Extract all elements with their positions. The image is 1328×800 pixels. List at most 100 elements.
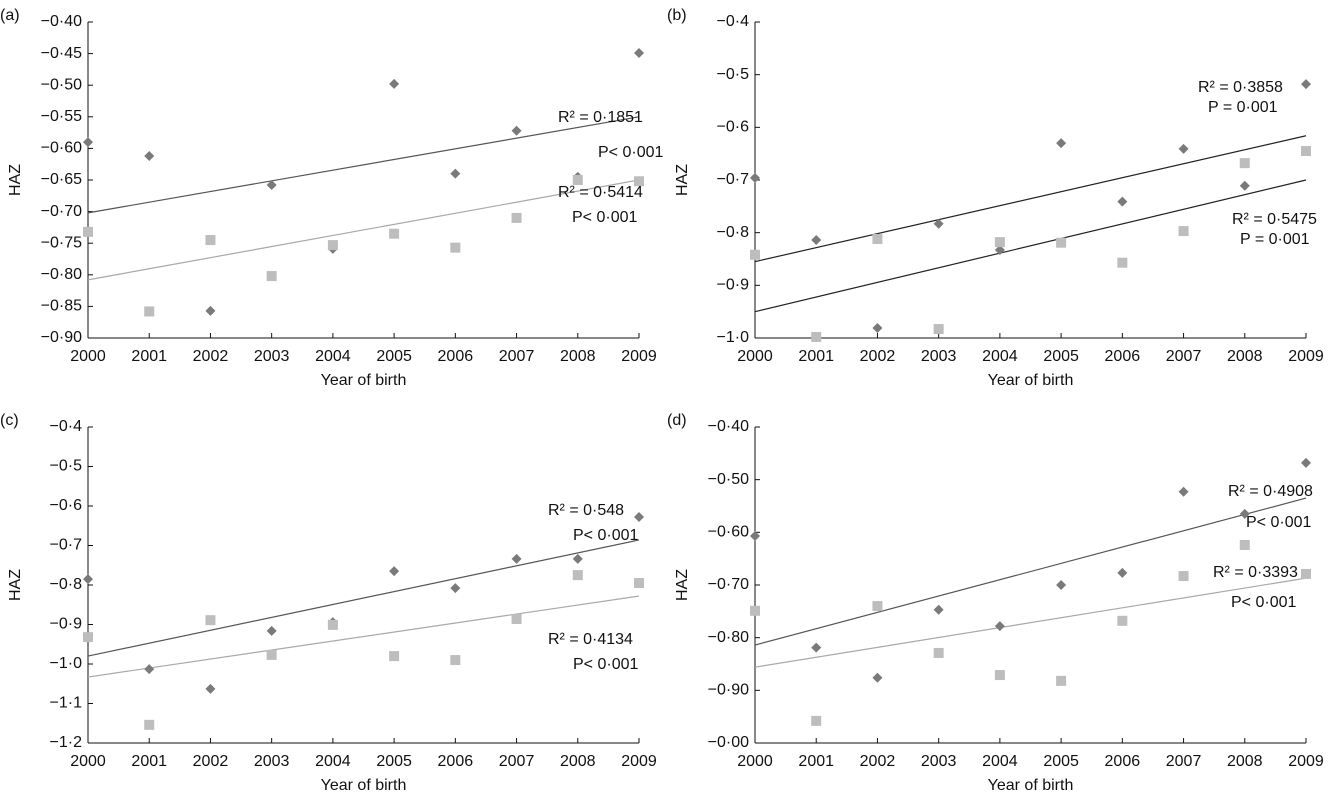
annotation: R² = 0·5475 (1232, 211, 1317, 228)
x-axis-title: Year of birth (988, 777, 1074, 794)
annotation: R² = 0·1851 (558, 109, 643, 126)
x-tick-label: 2000 (70, 753, 106, 770)
y-tick-label: −0·5 (50, 458, 83, 475)
point (511, 613, 522, 624)
y-tick-label: −1·1 (50, 695, 83, 712)
point (511, 212, 522, 223)
x-tick-label: 2009 (1288, 753, 1324, 770)
point (1239, 508, 1250, 519)
y-tick-label: −0·4 (717, 13, 750, 30)
x-tick-label: 2000 (737, 348, 773, 365)
x-tick-label: 2008 (1227, 348, 1263, 365)
point (994, 670, 1005, 681)
point (572, 570, 583, 581)
x-tick-label: 2007 (499, 753, 535, 770)
point (634, 47, 644, 58)
x-tick-label: 2004 (315, 348, 351, 365)
y-tick-label: −1·0 (50, 655, 83, 672)
x-tick-label: 2005 (1043, 753, 1079, 770)
point (1117, 257, 1128, 268)
x-tick-label: 2006 (438, 348, 474, 365)
point (750, 172, 760, 183)
point (389, 566, 400, 577)
point (1301, 79, 1311, 90)
point (994, 621, 1005, 632)
annotation: P = 0·001 (1240, 231, 1310, 248)
trend-line (87, 116, 640, 214)
point (266, 180, 277, 191)
x-tick-label: 2007 (1166, 753, 1202, 770)
trend-line (754, 179, 1307, 313)
y-tick-label: −1·2 (50, 734, 83, 751)
point (327, 619, 338, 630)
point (450, 242, 461, 253)
x-axis-title: Year of birth (321, 372, 407, 389)
point (1239, 158, 1250, 169)
point (634, 578, 644, 589)
x-tick-label: 2001 (798, 753, 834, 770)
point (205, 615, 216, 626)
point (83, 574, 93, 585)
x-tick-label: 2003 (254, 753, 290, 770)
point (750, 605, 760, 616)
point (83, 226, 93, 237)
y-tick-label: −0·75 (41, 234, 82, 251)
point (266, 625, 277, 636)
y-tick-label: −0·7 (717, 171, 750, 188)
y-tick-label: −1·0 (717, 329, 750, 346)
x-tick-label: 2003 (254, 348, 290, 365)
y-tick-label: −0·90 (708, 682, 749, 699)
point (327, 240, 338, 251)
point (634, 176, 644, 187)
x-tick-label: 2009 (621, 348, 657, 365)
point (1056, 138, 1067, 149)
point (1301, 568, 1311, 579)
point (872, 322, 883, 333)
point (83, 137, 93, 148)
point (266, 649, 277, 660)
point (750, 249, 760, 260)
point (1301, 457, 1311, 468)
annotation: P< 0·001 (572, 209, 637, 226)
point (83, 632, 93, 643)
point (811, 235, 822, 246)
point (994, 237, 1005, 248)
point (1117, 196, 1128, 207)
x-tick-label: 2001 (131, 753, 167, 770)
point (389, 78, 400, 89)
y-axis-title: HAZ (7, 569, 24, 601)
point (1239, 180, 1250, 191)
annotation: R² = 0·3393 (1213, 564, 1298, 581)
x-tick-label: 2007 (1166, 348, 1202, 365)
y-tick-label: −0·60 (41, 140, 82, 157)
x-tick-label: 2007 (499, 348, 535, 365)
y-tick-label: −0·40 (41, 13, 82, 30)
x-tick-label: 2000 (737, 753, 773, 770)
y-tick-label: −0·60 (708, 524, 749, 541)
y-tick-label: −0·70 (708, 576, 749, 593)
point (205, 305, 216, 316)
trend-line (754, 497, 1307, 646)
x-tick-label: 2005 (376, 348, 412, 365)
trend-line (87, 539, 640, 657)
y-tick-label: −0·7 (50, 537, 83, 554)
x-tick-label: 2006 (438, 753, 474, 770)
x-axis-title: Year of birth (321, 777, 407, 794)
annotation: R² = 0·5414 (558, 184, 643, 201)
annotation: R² = 0·4134 (548, 631, 633, 648)
point (266, 271, 277, 282)
point (811, 715, 822, 726)
point (450, 655, 461, 666)
x-tick-label: 2005 (1043, 348, 1079, 365)
panel-label: (b) (667, 7, 687, 24)
point (1117, 615, 1128, 626)
point (450, 583, 461, 594)
annotation: P< 0·001 (573, 656, 638, 673)
annotation: R² = 0·3858 (1198, 79, 1283, 96)
point (933, 647, 944, 658)
panel-label: (d) (667, 412, 687, 429)
point (1178, 486, 1189, 497)
point (572, 175, 583, 185)
x-tick-label: 2002 (860, 348, 896, 365)
